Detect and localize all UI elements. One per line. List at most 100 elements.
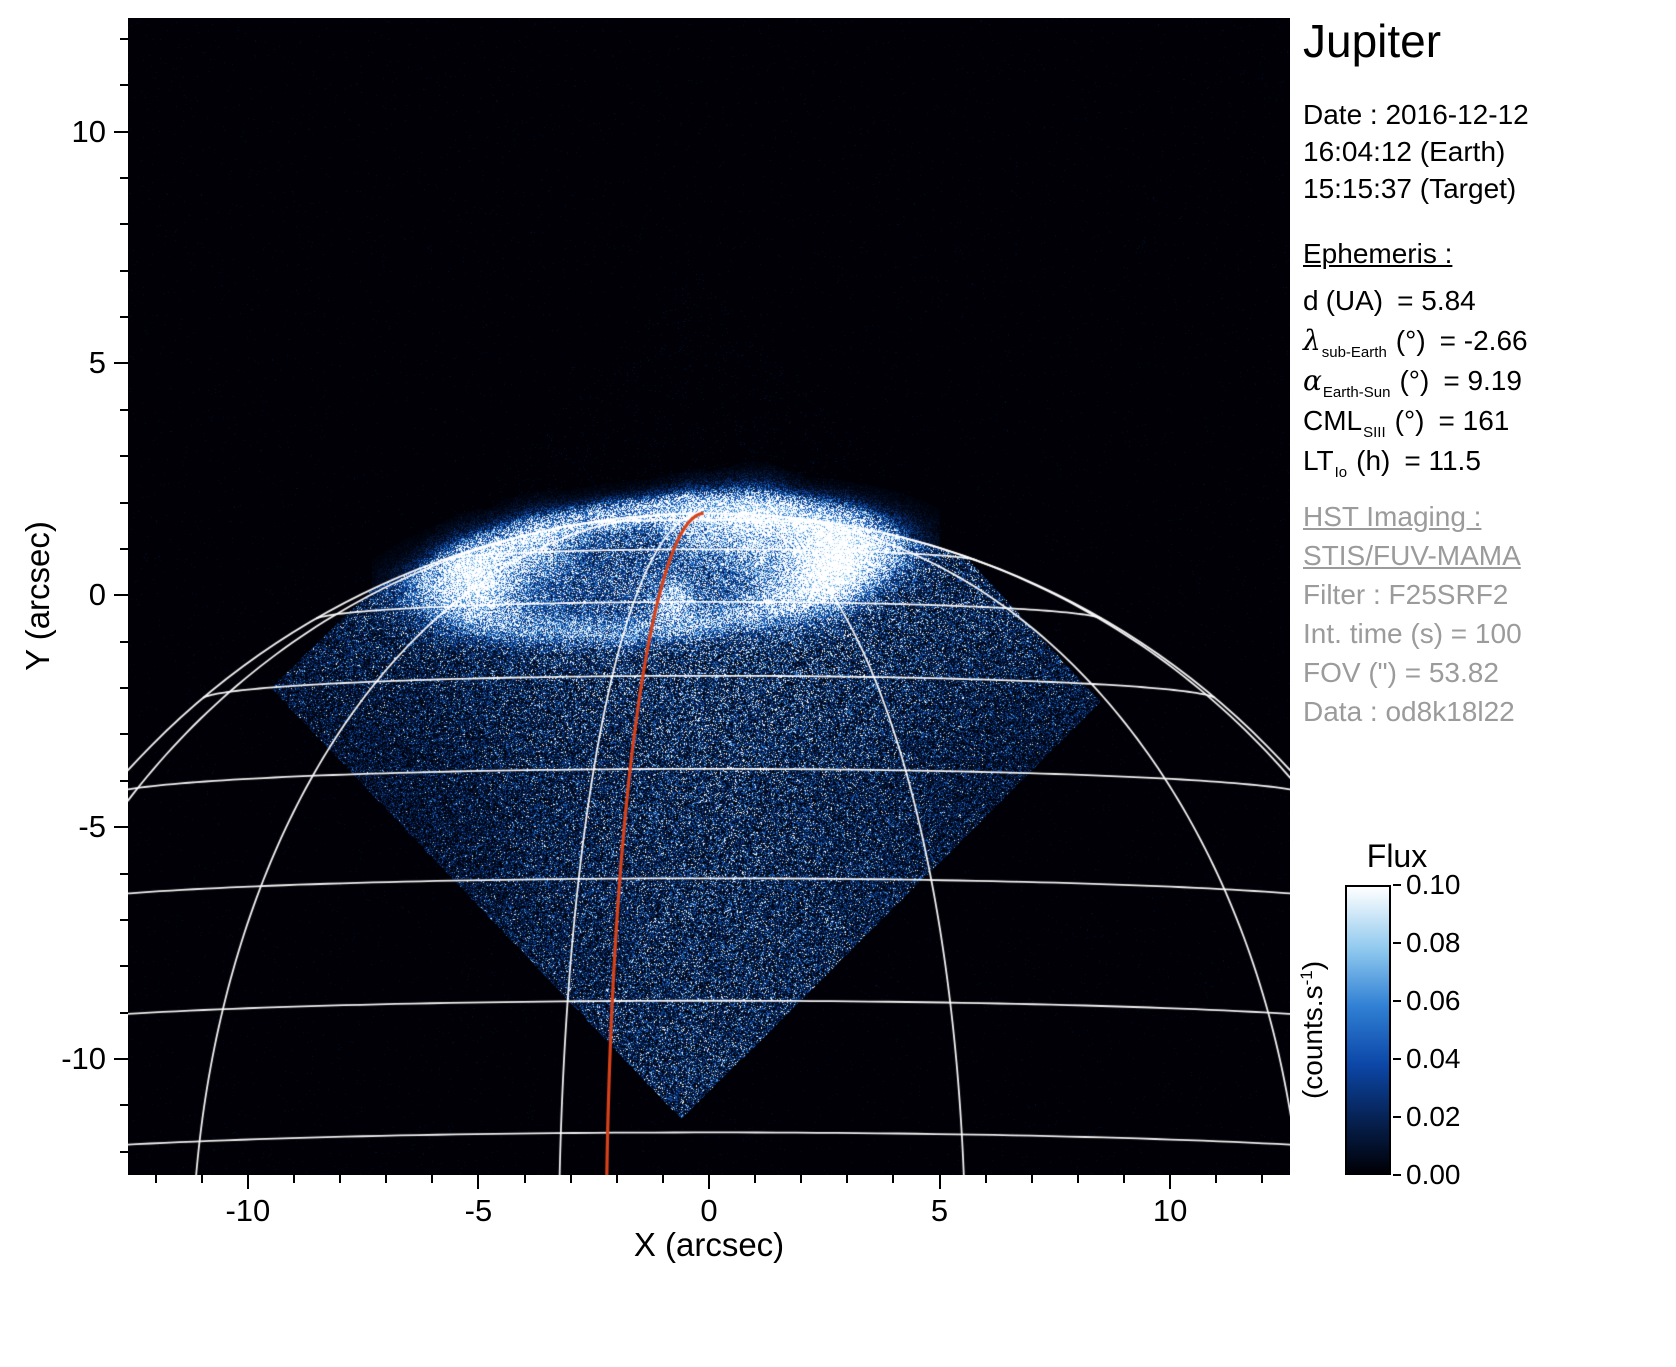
- obs-time-target: 15:15:37 (Target): [1303, 173, 1517, 204]
- x-minor-tick: [661, 1175, 664, 1183]
- hst-line: Filter : F25SRF2: [1303, 579, 1509, 610]
- ephemeris-symbol: CML: [1303, 405, 1363, 436]
- y-minor-tick: [120, 84, 128, 87]
- ephemeris-symbol-subscript: Io: [1334, 463, 1348, 481]
- y-major-tick: [114, 130, 128, 133]
- y-minor-tick: [120, 455, 128, 458]
- ephemeris-symbol: d: [1303, 285, 1319, 316]
- y-minor-tick: [120, 872, 128, 875]
- ephemeris-symbol-subscript: sub-Earth: [1321, 343, 1387, 361]
- ephemeris-heading: Ephemeris :: [1303, 238, 1453, 269]
- colorbar-tick-label: 0.02: [1406, 1101, 1461, 1132]
- colorbar-gradient: [1345, 885, 1391, 1175]
- colorbar-tick: [1393, 942, 1401, 944]
- y-minor-tick: [120, 1150, 128, 1153]
- ephemeris-symbol: λ: [1303, 324, 1321, 357]
- ephemeris-value: = 161: [1438, 405, 1510, 436]
- x-minor-tick: [1123, 1175, 1125, 1183]
- colorbar-tick: [1393, 1116, 1401, 1118]
- x-minor-tick: [339, 1175, 342, 1183]
- y-major-tick: [114, 594, 128, 597]
- y-tick-label: 0: [88, 577, 106, 613]
- observation-times: Date : 2016-12-12 16:04:12 (Earth) 15:15…: [1303, 96, 1529, 207]
- ephemeris-unit: (UA): [1325, 285, 1384, 316]
- y-minor-tick: [120, 176, 128, 179]
- obs-date: Date : 2016-12-12: [1303, 99, 1529, 130]
- y-minor-tick: [120, 223, 128, 226]
- colorbar-tick-label: 0.06: [1406, 985, 1461, 1016]
- x-minor-tick: [569, 1175, 572, 1183]
- y-minor-tick: [120, 37, 128, 40]
- x-minor-tick: [1215, 1175, 1218, 1183]
- y-axis-label: Y (arcsec): [19, 521, 56, 671]
- y-minor-tick: [120, 316, 128, 319]
- y-minor-tick: [120, 687, 128, 690]
- x-minor-tick: [754, 1175, 757, 1183]
- x-major-tick: [708, 1175, 710, 1189]
- x-major-tick: [477, 1175, 480, 1189]
- ephemeris-value: = 5.84: [1397, 285, 1476, 316]
- ephemeris-value: = 9.19: [1443, 365, 1522, 396]
- y-minor-tick: [120, 408, 128, 411]
- x-axis-label: X (arcsec): [633, 1226, 785, 1263]
- colorbar-unit-post: ): [1297, 960, 1329, 971]
- x-minor-tick: [1030, 1175, 1033, 1183]
- y-tick-label: -10: [61, 1041, 106, 1077]
- hst-line: Int. time (s) = 100: [1303, 618, 1522, 649]
- y-minor-tick: [120, 965, 128, 968]
- hst-imaging-block: HST Imaging : STIS/FUV-MAMA Filter : F25SR…: [1303, 497, 1522, 731]
- ephemeris-symbol-subscript: Earth-Sun: [1322, 383, 1391, 401]
- x-minor-tick: [431, 1175, 434, 1183]
- colorbar-unit-pre: (counts.s: [1297, 985, 1329, 1100]
- colorbar-tick-label: 0.00: [1406, 1159, 1461, 1190]
- y-tick-label: -5: [78, 809, 106, 845]
- x-minor-tick: [1076, 1175, 1079, 1183]
- aurora-image-canvas: [128, 18, 1290, 1175]
- hst-heading: HST Imaging :: [1303, 501, 1482, 532]
- ephemeris-symbol-subscript: SIII: [1363, 423, 1386, 441]
- x-minor-tick: [892, 1175, 895, 1183]
- ephemeris-unit: (h): [1356, 445, 1391, 476]
- colorbar-title: Flux: [1366, 838, 1428, 874]
- obs-time-earth: 16:04:12 (Earth): [1303, 136, 1506, 167]
- y-minor-tick: [120, 1104, 128, 1107]
- ephemeris-symbol: LT: [1303, 445, 1334, 476]
- ephemeris-row: LTIo (h) = 11.5: [1303, 441, 1528, 481]
- x-minor-tick: [523, 1175, 526, 1183]
- y-minor-tick: [120, 733, 128, 736]
- colorbar-tick-label: 0.08: [1406, 927, 1461, 958]
- x-minor-tick: [293, 1175, 295, 1183]
- x-minor-tick: [200, 1175, 203, 1183]
- x-minor-tick: [1261, 1175, 1264, 1183]
- x-minor-tick: [154, 1175, 157, 1183]
- colorbar-tick: [1393, 1174, 1401, 1176]
- ephemeris-unit: (°): [1394, 405, 1425, 436]
- ephemeris-table: d (UA) = 5.84 λsub-Earth (°) = -2.66 αEarth-Su…: [1303, 281, 1528, 481]
- y-minor-tick: [120, 269, 128, 272]
- figure-title: Jupiter: [1303, 15, 1442, 67]
- plot-area: [128, 18, 1290, 1175]
- y-minor-tick: [120, 1011, 128, 1014]
- y-major-tick: [114, 362, 128, 365]
- colorbar-tick: [1393, 1058, 1401, 1060]
- x-major-tick: [1169, 1175, 1172, 1189]
- hst-line: FOV (") = 53.82: [1303, 657, 1499, 688]
- colorbar-tick-label: 0.10: [1406, 869, 1461, 900]
- x-tick-label: 0: [700, 1193, 718, 1228]
- ephemeris-row: CMLSIII (°) = 161: [1303, 401, 1528, 441]
- y-minor-tick: [120, 779, 128, 782]
- x-minor-tick: [615, 1175, 618, 1183]
- x-tick-label: -10: [225, 1193, 271, 1228]
- colorbar-tick: [1393, 884, 1401, 886]
- y-minor-tick: [120, 640, 128, 643]
- hst-line: Data : od8k18l22: [1303, 696, 1515, 727]
- ephemeris-unit: (°): [1399, 365, 1430, 396]
- y-major-tick: [114, 1058, 128, 1061]
- x-major-tick: [246, 1175, 249, 1189]
- colorbar-tick: [1393, 1000, 1401, 1002]
- x-minor-tick: [385, 1175, 388, 1183]
- y-minor-tick: [120, 501, 128, 504]
- colorbar-unit-label: (counts.s-1): [1297, 961, 1329, 1099]
- ephemeris-row: αEarth-Sun (°) = 9.19: [1303, 361, 1528, 401]
